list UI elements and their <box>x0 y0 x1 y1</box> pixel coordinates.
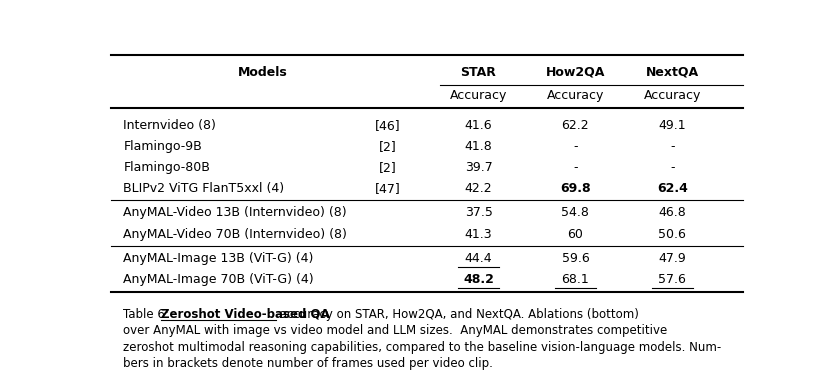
Text: 47.9: 47.9 <box>658 252 686 265</box>
Text: over AnyMAL with image vs video model and LLM sizes.  AnyMAL demonstrates compet: over AnyMAL with image vs video model an… <box>123 324 668 337</box>
Text: 69.8: 69.8 <box>560 182 591 195</box>
Text: Models: Models <box>237 66 287 79</box>
Text: [2]: [2] <box>379 140 397 153</box>
Text: STAR: STAR <box>461 66 496 79</box>
Text: AnyMAL-Video 70B (Internvideo) (8): AnyMAL-Video 70B (Internvideo) (8) <box>123 228 347 241</box>
Text: 44.4: 44.4 <box>465 252 492 265</box>
Text: [2]: [2] <box>379 161 397 174</box>
Text: -: - <box>573 140 577 153</box>
Text: Flamingo-9B: Flamingo-9B <box>123 140 202 153</box>
Text: -: - <box>573 161 577 174</box>
Text: 37.5: 37.5 <box>465 206 492 219</box>
Text: How2QA: How2QA <box>546 66 605 79</box>
Text: [47]: [47] <box>376 182 401 195</box>
Text: 59.6: 59.6 <box>561 252 589 265</box>
Text: 62.2: 62.2 <box>561 119 589 132</box>
Text: 39.7: 39.7 <box>465 161 492 174</box>
Text: zeroshot multimodal reasoning capabilities, compared to the baseline vision-lang: zeroshot multimodal reasoning capabiliti… <box>123 341 721 354</box>
Text: 48.2: 48.2 <box>463 273 494 286</box>
Text: [46]: [46] <box>376 119 401 132</box>
Text: Accuracy: Accuracy <box>450 89 507 102</box>
Text: AnyMAL-Image 70B (ViT-G) (4): AnyMAL-Image 70B (ViT-G) (4) <box>123 273 314 286</box>
Text: bers in brackets denote number of frames used per video clip.: bers in brackets denote number of frames… <box>123 357 493 370</box>
Text: 60: 60 <box>567 228 583 241</box>
Text: 46.8: 46.8 <box>658 206 686 219</box>
Text: 41.8: 41.8 <box>465 140 492 153</box>
Text: 68.1: 68.1 <box>561 273 589 286</box>
Text: Table 6:: Table 6: <box>123 308 173 321</box>
Text: -: - <box>670 140 675 153</box>
Text: 57.6: 57.6 <box>658 273 686 286</box>
Text: Accuracy: Accuracy <box>546 89 604 102</box>
Text: 49.1: 49.1 <box>658 119 686 132</box>
Text: Internvideo (8): Internvideo (8) <box>123 119 217 132</box>
Text: Zeroshot Video-based QA: Zeroshot Video-based QA <box>161 308 330 321</box>
Text: AnyMAL-Image 13B (ViT-G) (4): AnyMAL-Image 13B (ViT-G) (4) <box>123 252 314 265</box>
Text: NextQA: NextQA <box>646 66 699 79</box>
Text: BLIPv2 ViTG FlanT5xxl (4): BLIPv2 ViTG FlanT5xxl (4) <box>123 182 285 195</box>
Text: 54.8: 54.8 <box>561 206 589 219</box>
Text: Flamingo-80B: Flamingo-80B <box>123 161 211 174</box>
Text: 50.6: 50.6 <box>658 228 686 241</box>
Text: 41.3: 41.3 <box>465 228 492 241</box>
Text: 41.6: 41.6 <box>465 119 492 132</box>
Text: 42.2: 42.2 <box>465 182 492 195</box>
Text: Accuracy: Accuracy <box>644 89 701 102</box>
Text: 62.4: 62.4 <box>656 182 688 195</box>
Text: AnyMAL-Video 13B (Internvideo) (8): AnyMAL-Video 13B (Internvideo) (8) <box>123 206 347 219</box>
Text: accuracy on STAR, How2QA, and NextQA. Ablations (bottom): accuracy on STAR, How2QA, and NextQA. Ab… <box>276 308 639 321</box>
Text: -: - <box>670 161 675 174</box>
